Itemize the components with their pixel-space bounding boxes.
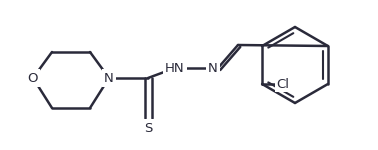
Text: Cl: Cl [276, 78, 289, 90]
Text: N: N [104, 72, 114, 84]
Text: N: N [208, 61, 218, 75]
Text: O: O [28, 72, 38, 84]
Text: HN: HN [165, 61, 185, 75]
Text: S: S [144, 122, 152, 135]
